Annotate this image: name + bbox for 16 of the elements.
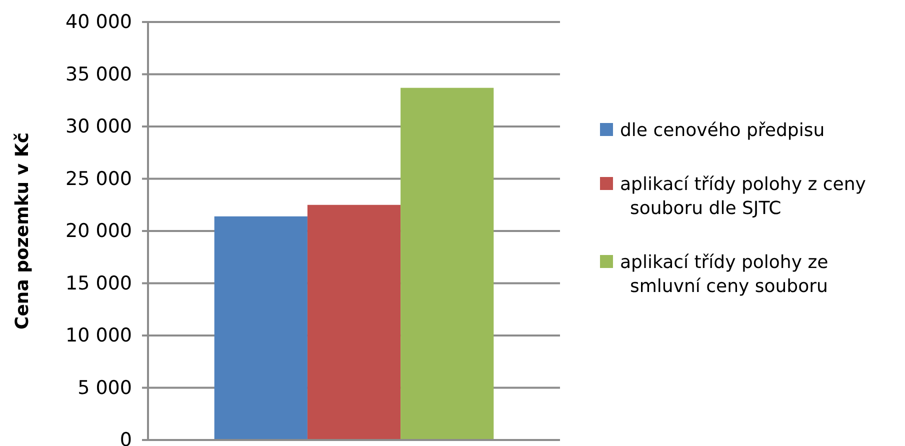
y-tick-label: 25 000: [66, 168, 132, 190]
y-tick-label: 0: [120, 429, 132, 446]
legend-label: aplikací třídy polohy ze smluvní ceny souboru: [620, 252, 828, 297]
legend-label: aplikací třídy polohy z ceny souboru dle SJTC: [620, 174, 866, 219]
y-tick-label: 5 000: [78, 376, 132, 399]
bar: [400, 88, 494, 440]
y-tick-label: 15 000: [66, 272, 132, 294]
bar: [214, 216, 308, 440]
y-axis-title: Cena pozemku v Kč: [12, 132, 33, 330]
y-tick-label: 35 000: [66, 63, 132, 86]
bar: [307, 204, 401, 440]
y-tick-label: 10 000: [66, 324, 132, 347]
y-tick-label: 20 000: [66, 220, 132, 242]
y-tick-label: 30 000: [66, 116, 132, 138]
legend-label: dle cenového předpisu: [620, 120, 825, 141]
y-tick-label: 40 000: [66, 11, 132, 34]
